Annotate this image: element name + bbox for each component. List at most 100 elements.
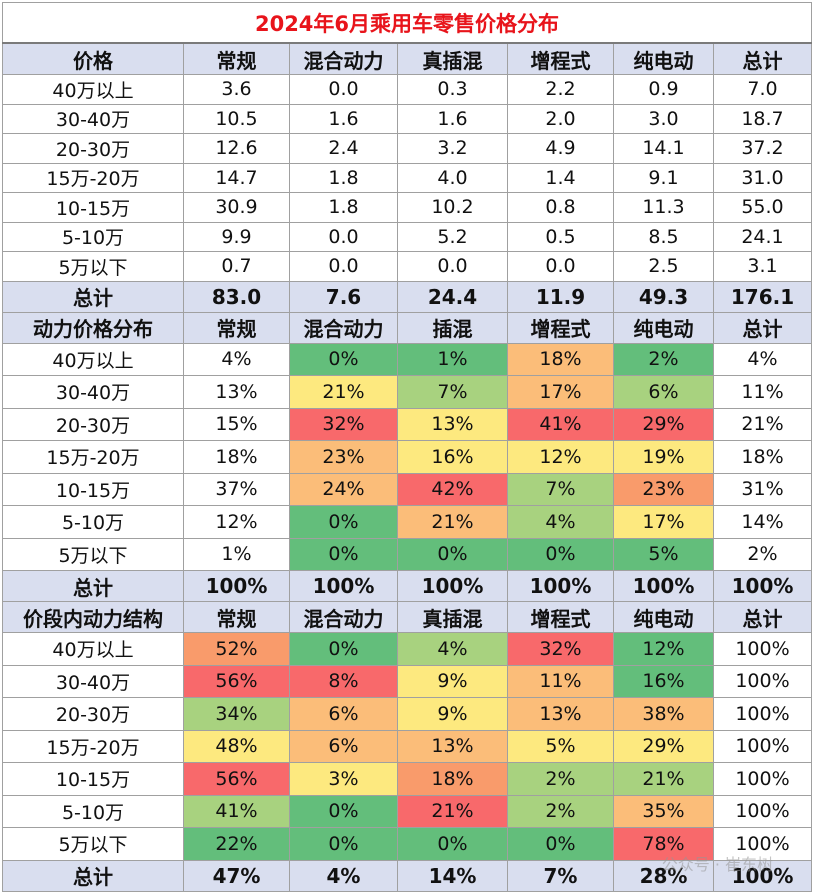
table-cell: 2.5 [613,251,714,282]
table-cell: 29% [613,729,714,763]
table-cell: 1.4 [507,162,614,193]
table-cell: 0.0 [507,251,614,282]
total-cell: 83.0 [183,280,290,313]
table-cell: 31% [712,472,813,506]
table-cell: 12% [183,505,290,539]
row-label: 5-10万 [2,794,184,828]
table-cell: 100% [712,762,813,796]
row-label: 5-10万 [2,221,184,252]
total-cell: 7.6 [289,280,398,313]
row-label: 15万-20万 [2,729,184,763]
table-cell: 100% [712,632,813,666]
total-cell: 100% [712,570,813,602]
table-cell: 52% [183,632,290,666]
table-cell: 0% [289,342,398,376]
table-cell: 12% [613,632,714,666]
table-cell: 22% [183,827,290,861]
table-cell: 纯电动 [613,601,714,633]
table-row: 40万以上 52% 0% 4% 32% 12% 100% [2,632,813,666]
table-cell: 0.9 [613,74,714,105]
table-cell: 31.0 [712,162,813,193]
table-cell: 100% [712,794,813,828]
row-label: 20-30万 [2,133,184,164]
table-cell: 4.0 [397,162,508,193]
table-cell: 48% [183,729,290,763]
table-cell: 纯电动 [613,311,714,344]
table-cell: 13% [507,697,614,731]
total-cell: 100% [507,570,614,602]
total-cell: 100% [397,570,508,602]
table-cell: 1% [397,342,508,376]
total-cell: 14% [397,859,508,892]
table-cell: 3.1 [712,251,813,282]
table-cell: 18% [397,762,508,796]
table-cell: 0.7 [183,251,290,282]
total-cell: 4% [289,859,398,892]
table-row: 30-40万 10.5 1.6 1.6 2.0 3.0 18.7 [2,103,813,134]
table-cell: 3.2 [397,133,508,164]
table-cell: 7% [507,472,614,506]
table-cell: 42% [397,472,508,506]
table-cell: 插混 [397,311,508,344]
table-cell: 17% [507,375,614,409]
row-label: 5万以下 [2,251,184,282]
table-cell: 真插混 [397,42,508,75]
table-cell: 41% [183,794,290,828]
table-cell: 1.8 [289,162,398,193]
row-label: 动力价格分布 [2,311,184,344]
table-cell: 11.3 [613,192,714,223]
total-cell: 100% [183,570,290,602]
table-cell: 0% [507,827,614,861]
table-cell: 18.7 [712,103,813,134]
row-label: 10-15万 [2,762,184,796]
total-row: 总计 100% 100% 100% 100% 100% 100% [2,570,813,602]
table-row: 10-15万 30.9 1.8 10.2 0.8 11.3 55.0 [2,192,813,223]
table-cell: 3.0 [613,103,714,134]
table-cell: 14.7 [183,162,290,193]
table-cell: 5% [613,537,714,571]
row-label: 价段内动力结构 [2,601,184,633]
table-cell: 37.2 [712,133,813,164]
table-cell: 24% [289,472,398,506]
table-title: 2024年6月乘用车零售价格分布 [1,2,813,44]
row-label: 30-40万 [2,103,184,134]
table-cell: 混合动力 [289,42,398,75]
table-row: 20-30万 12.6 2.4 3.2 4.9 14.1 37.2 [2,133,813,164]
table-cell: 19% [613,440,714,474]
table-cell: 混合动力 [289,601,398,633]
table-row: 10-15万 56% 3% 18% 2% 21% 100% [2,762,813,796]
table-cell: 3% [289,762,398,796]
table-cell: 0.0 [289,221,398,252]
table-cell: 11% [712,375,813,409]
table-cell: 5.2 [397,221,508,252]
table-cell: 23% [613,472,714,506]
table-cell: 1.6 [397,103,508,134]
row-label: 30-40万 [2,375,184,409]
table-cell: 0% [289,505,398,539]
table-row: 30-40万 13% 21% 7% 17% 6% 11% [2,375,813,409]
total-cell: 47% [183,859,290,892]
table-cell: 2.4 [289,133,398,164]
table-cell: 21% [613,762,714,796]
table-cell: 8.5 [613,221,714,252]
table-row: 15万-20万 48% 6% 13% 5% 29% 100% [2,729,813,763]
table-cell: 100% [712,729,813,763]
row-label: 40万以上 [2,74,184,105]
table-cell: 14% [712,505,813,539]
row-label: 40万以上 [2,632,184,666]
row-label: 20-30万 [2,407,184,441]
table-cell: 100% [712,697,813,731]
table-cell: 1.6 [289,103,398,134]
table-cell: 8% [289,664,398,698]
table-cell: 13% [397,729,508,763]
table-cell: 6% [289,729,398,763]
table-cell: 30.9 [183,192,290,223]
table-cell: 总计 [712,42,813,75]
table-cell: 0% [289,794,398,828]
table-row: 15万-20万 14.7 1.8 4.0 1.4 9.1 31.0 [2,162,813,193]
table-cell: 2% [507,762,614,796]
row-label: 价格 [2,42,184,75]
table-cell: 6% [289,697,398,731]
table-cell: 0.0 [289,74,398,105]
